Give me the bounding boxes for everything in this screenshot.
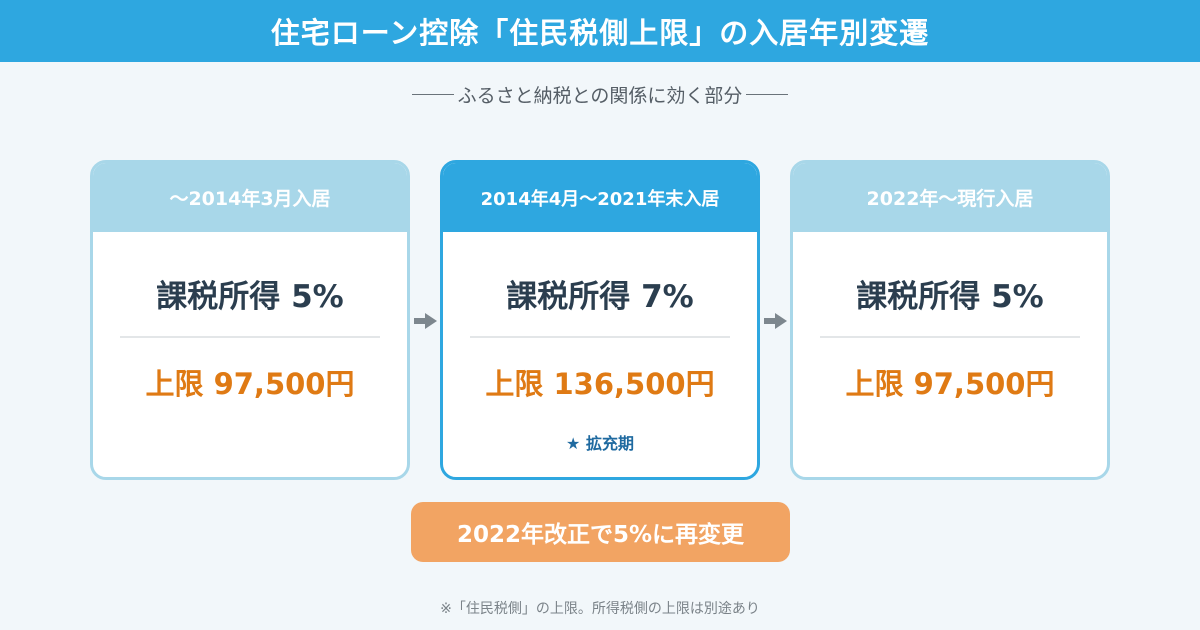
arrow-right-icon: [414, 313, 437, 329]
card-divider: [820, 336, 1080, 338]
revision-callout: 2022年改正で5%に再変更: [411, 502, 790, 562]
subtitle-rule-left: [411, 93, 454, 95]
page-title: 住宅ローン控除「住民税側上限」の入居年別変遷: [270, 16, 930, 50]
tax-rate: 課税所得 5%: [156, 279, 344, 315]
subtitle: ふるさと納税との関係に効く部分: [0, 80, 1200, 108]
header-bar: 住宅ローン控除「住民税側上限」の入居年別変遷: [0, 0, 1200, 62]
period-card-1: 〜2014年3月入居 課税所得 5% 上限 97,500円: [90, 160, 410, 480]
limit-amount: 上限 97,500円: [845, 367, 1055, 401]
arrow-right-icon: [764, 313, 787, 329]
period-card-header: 2014年4月〜2021年末入居: [443, 163, 757, 232]
expansion-badge: ★ 拡充期: [566, 434, 634, 453]
period-card-header: 〜2014年3月入居: [93, 163, 407, 232]
period-card-header: 2022年〜現行入居: [793, 163, 1107, 232]
card-divider: [120, 336, 380, 338]
footnote: ※「住民税側」の上限。所得税側の上限は別途あり: [440, 601, 760, 617]
limit-amount: 上限 136,500円: [485, 367, 715, 401]
limit-amount: 上限 97,500円: [145, 367, 355, 401]
subtitle-rule-right: [746, 93, 789, 95]
card-divider: [470, 336, 730, 338]
subtitle-text: ふるさと納税との関係に効く部分: [457, 84, 743, 107]
tax-rate: 課税所得 5%: [856, 279, 1044, 315]
period-card-2: 2014年4月〜2021年末入居 課税所得 7% 上限 136,500円 ★ 拡…: [440, 160, 760, 480]
tax-rate: 課税所得 7%: [506, 279, 694, 315]
period-card-3: 2022年〜現行入居 課税所得 5% 上限 97,500円: [790, 160, 1110, 480]
